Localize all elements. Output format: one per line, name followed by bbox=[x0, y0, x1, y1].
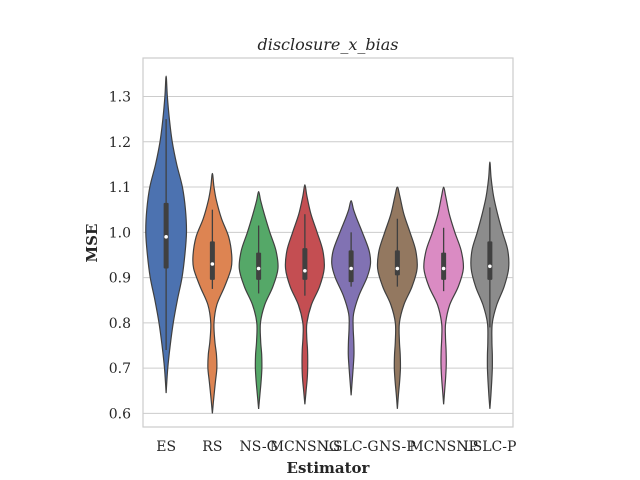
violin-median bbox=[488, 264, 492, 269]
x-tick-label: NS-G bbox=[239, 439, 277, 455]
violin-body bbox=[376, 186, 418, 409]
x-tick-label: ES bbox=[156, 439, 176, 455]
violin-body bbox=[331, 200, 372, 396]
violin-mcnsng bbox=[284, 184, 325, 405]
violin-iqr-box bbox=[348, 250, 354, 283]
violin-median bbox=[441, 266, 446, 271]
violin-iqr-box bbox=[209, 241, 215, 280]
x-axis-label: Estimator bbox=[287, 459, 371, 477]
y-tick-label: 0.9 bbox=[109, 271, 131, 287]
y-tick-label: 0.8 bbox=[109, 316, 131, 332]
violin-median bbox=[164, 235, 168, 239]
y-tick-label: 1.3 bbox=[109, 89, 131, 105]
x-tick-label: LSLC-G bbox=[324, 439, 379, 455]
violin-iqr-box bbox=[441, 252, 447, 280]
violin-iqr-box bbox=[302, 248, 308, 280]
x-tick-label: MCNSNG bbox=[270, 439, 340, 455]
plot-frame bbox=[142, 57, 514, 428]
x-tick-label: RS bbox=[202, 439, 222, 455]
y-tick-label: 0.6 bbox=[109, 406, 131, 422]
x-tick-label: MCNSNP bbox=[409, 439, 478, 455]
violin-median bbox=[349, 266, 353, 271]
chart-title: disclosure_x_bias bbox=[257, 35, 398, 54]
violin-iqr-box bbox=[256, 252, 262, 280]
violin-body bbox=[423, 186, 465, 405]
violins bbox=[145, 75, 510, 414]
violin-ns-p bbox=[376, 186, 418, 409]
y-tick-label: 0.7 bbox=[109, 361, 131, 377]
violin-body bbox=[192, 172, 233, 414]
y-tick-labels: 0.6 0.7 0.8 0.9 1.0 1.1 1.2 1.3 bbox=[109, 89, 131, 422]
violin-median bbox=[210, 262, 215, 266]
violin-mcnsnp bbox=[423, 186, 465, 405]
violin-lslc-g bbox=[331, 200, 372, 396]
violin-lslc-p bbox=[470, 161, 510, 409]
y-axis-label: MSE bbox=[83, 224, 101, 263]
x-tick-label: LSLC-P bbox=[463, 439, 516, 455]
violin-iqr-box bbox=[394, 250, 400, 276]
violin-rs bbox=[192, 172, 233, 414]
violin-median bbox=[395, 266, 400, 271]
y-tick-label: 1.0 bbox=[109, 225, 131, 241]
violin-es bbox=[145, 75, 188, 394]
violin-median bbox=[256, 266, 261, 271]
y-tick-label: 1.1 bbox=[109, 180, 131, 196]
violin-iqr-box bbox=[487, 241, 493, 280]
violin-ns-g bbox=[238, 190, 279, 409]
violin-body bbox=[238, 190, 279, 409]
x-tick-label: NS-P bbox=[379, 439, 416, 455]
violin-median bbox=[303, 268, 307, 273]
y-tick-label: 1.2 bbox=[109, 135, 131, 151]
